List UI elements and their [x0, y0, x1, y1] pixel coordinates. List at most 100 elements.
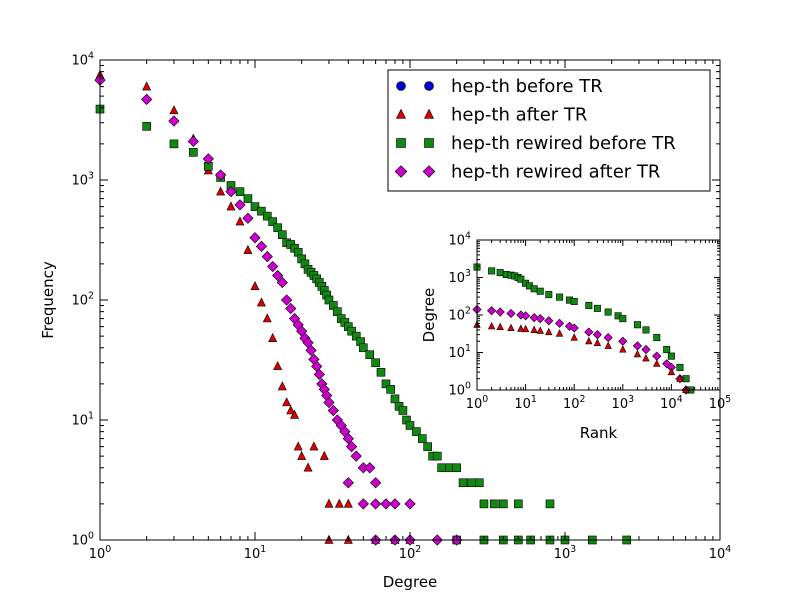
main-data-point	[273, 361, 283, 371]
main-y-tick-label: 103	[72, 171, 95, 189]
main-data-point	[351, 331, 361, 341]
main-data-point	[390, 394, 400, 404]
main-data-point	[142, 81, 152, 91]
main-data-point	[324, 498, 334, 508]
inset-x-tick-label: 104	[660, 394, 683, 412]
inset-series-2	[473, 320, 690, 394]
main-data-point	[256, 297, 266, 307]
main-data-point	[214, 169, 227, 181]
main-data-point	[282, 397, 292, 407]
main-data-point	[452, 463, 461, 473]
main-data-point	[189, 148, 198, 157]
inset-data-point	[530, 325, 538, 333]
main-data-point	[423, 442, 432, 451]
inset-data-point	[487, 321, 496, 330]
main-data-point	[359, 343, 368, 353]
inset-y-tick-label: 103	[449, 268, 472, 286]
main-data-point	[467, 478, 476, 488]
legend-marker	[396, 138, 406, 148]
main-y-tick-label: 100	[72, 531, 95, 549]
inset-x-tick-label: 102	[563, 394, 586, 412]
inset-data-point	[584, 327, 594, 337]
inset-y-tick-label: 101	[449, 343, 472, 361]
inset-data-point	[585, 301, 593, 309]
inset-x-tick-label: 105	[709, 394, 732, 412]
inset-x-tick-label: 101	[514, 394, 537, 412]
main-data-point	[257, 206, 266, 216]
legend-marker	[422, 165, 436, 178]
main-data-point	[364, 462, 376, 474]
inset-data-point	[667, 352, 675, 360]
inset-data-point	[676, 374, 684, 382]
main-data-point	[389, 498, 401, 510]
inset-data-point	[653, 334, 661, 342]
inset-plot: 100 101 102 103 104 105 100 101 102 103 104 Rank Deg…	[420, 231, 731, 442]
main-data-point	[141, 93, 153, 105]
main-data-point	[225, 186, 237, 198]
main-data-point	[290, 409, 300, 419]
main-data-point	[286, 405, 296, 415]
main-y-tick-label: 101	[72, 411, 95, 429]
legend-entry: hep-th after TR	[396, 105, 587, 126]
inset-x-axis-label: Rank	[580, 424, 618, 442]
main-data-point	[234, 199, 246, 211]
main-data-point	[327, 404, 339, 417]
main-data-point	[324, 295, 334, 305]
legend-entry: hep-th before TR	[396, 76, 603, 97]
legend-label: hep-th after TR	[451, 105, 587, 126]
main-data-point	[479, 499, 489, 509]
inset-data-point	[536, 326, 544, 334]
inset-data-point	[564, 321, 575, 331]
main-data-point	[202, 153, 214, 165]
main-data-point	[267, 260, 279, 273]
main-data-point	[305, 344, 317, 357]
main-data-point	[272, 269, 284, 282]
main-data-point	[437, 463, 446, 473]
inset-x-tick-label: 103	[612, 394, 635, 412]
main-data-point	[490, 499, 499, 509]
main-x-tick-label: 102	[399, 544, 422, 562]
legend-marker	[424, 138, 434, 148]
main-data-point	[386, 385, 395, 394]
main-data-point	[261, 250, 273, 263]
main-ticks	[99, 59, 721, 541]
main-data-point	[276, 276, 288, 289]
legend-marker	[396, 81, 406, 91]
legend-marker	[396, 108, 406, 119]
main-data-point	[273, 223, 282, 233]
main-data-point	[277, 381, 287, 391]
main-data-point	[380, 498, 392, 510]
main-data-point	[376, 367, 386, 377]
main-data-point	[398, 406, 408, 415]
main-data-point	[417, 434, 427, 443]
main-data-point	[297, 450, 307, 460]
inset-series-1	[472, 304, 691, 395]
inset-data-point	[619, 345, 627, 353]
inset-data-point	[488, 267, 496, 275]
legend-marker	[424, 108, 434, 119]
inset-data-point	[544, 316, 554, 326]
main-data-point	[169, 139, 179, 149]
inset-data-point	[570, 333, 578, 341]
main-data-point	[242, 212, 254, 224]
inset-data-point	[641, 344, 651, 355]
inset-data-point	[521, 324, 530, 333]
main-data-point	[216, 186, 226, 196]
main-data-point	[432, 451, 442, 461]
main-data-point	[412, 427, 421, 436]
main-data-point	[169, 105, 179, 115]
main-data-point	[313, 368, 325, 380]
main-data-point	[226, 201, 236, 211]
main-data-point	[342, 432, 354, 445]
main-data-point	[309, 441, 319, 451]
main-x-tick-label: 100	[89, 544, 112, 562]
main-data-point	[277, 230, 287, 240]
main-data-point	[365, 350, 375, 360]
inset-data-point	[569, 323, 579, 333]
inset-data-point	[555, 329, 564, 337]
inset-data-point	[521, 311, 531, 321]
main-data-point	[350, 450, 362, 462]
main-data-point	[499, 499, 508, 509]
main-data-point	[342, 477, 354, 489]
main-x-tick-label: 104	[709, 544, 732, 562]
